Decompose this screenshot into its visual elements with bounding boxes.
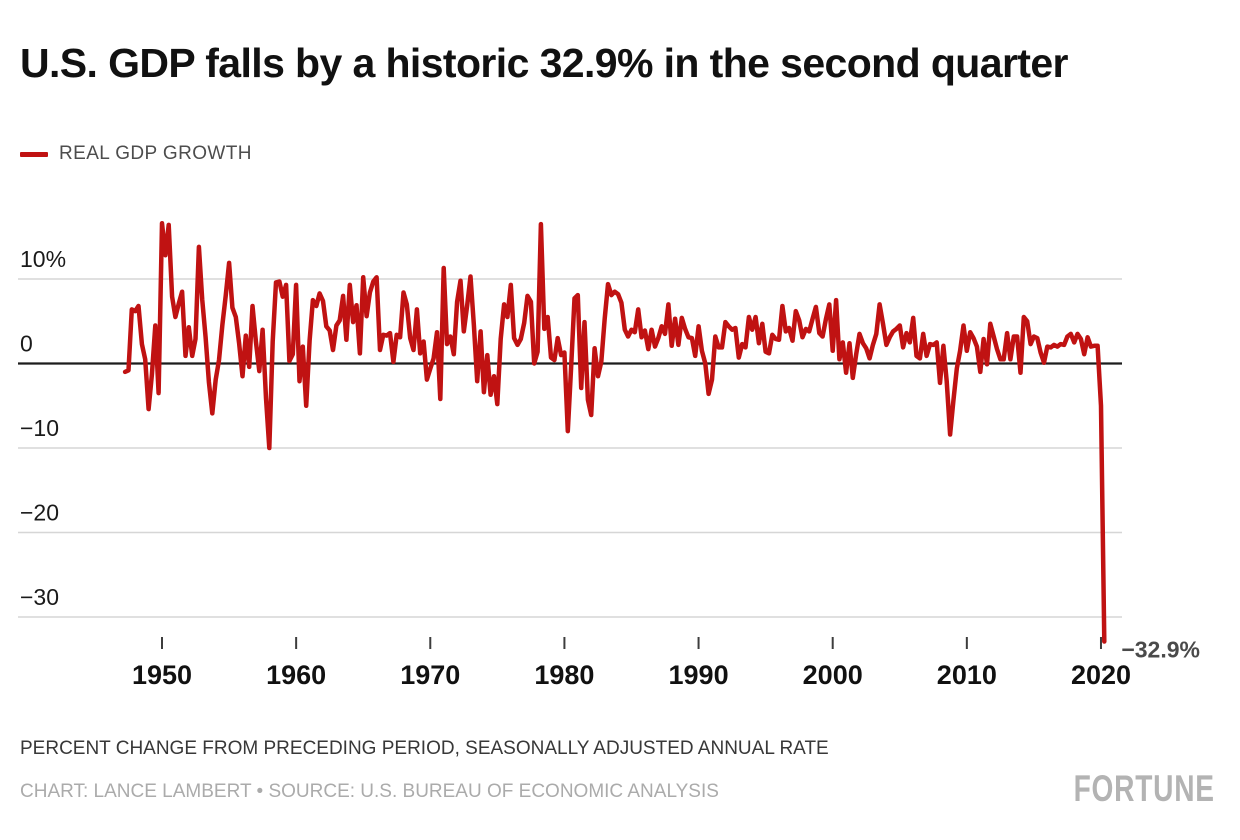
x-axis-label: 1990 bbox=[669, 660, 729, 690]
y-axis-label: −30 bbox=[20, 584, 59, 610]
y-axis-label: 10% bbox=[20, 246, 66, 272]
x-axis-label: 1960 bbox=[266, 660, 326, 690]
y-axis-label: −20 bbox=[20, 500, 59, 526]
x-axis-label: 2000 bbox=[803, 660, 863, 690]
y-axis-label: −10 bbox=[20, 415, 59, 441]
real-gdp-growth-line bbox=[122, 220, 1107, 644]
chart-title: U.S. GDP falls by a historic 32.9% in th… bbox=[20, 40, 1069, 87]
x-axis-label: 1970 bbox=[400, 660, 460, 690]
legend-label: REAL GDP GROWTH bbox=[59, 143, 252, 164]
chart-credit: CHART: LANCE LAMBERT • SOURCE: U.S. BURE… bbox=[20, 781, 719, 802]
x-axis-label: 2020 bbox=[1071, 660, 1131, 690]
final-value-annotation: −32.9% bbox=[1121, 637, 1200, 663]
chart-note: PERCENT CHANGE FROM PRECEDING PERIOD, SE… bbox=[20, 738, 829, 759]
x-axis-label: 1950 bbox=[132, 660, 192, 690]
fortune-logo: FORTUNE bbox=[1073, 768, 1215, 809]
legend-line-swatch-icon bbox=[20, 151, 48, 157]
x-axis-label: 2010 bbox=[937, 660, 997, 690]
legend: REAL GDP GROWTH bbox=[20, 143, 252, 165]
x-axis-label: 1980 bbox=[534, 660, 594, 690]
y-axis-label: 0 bbox=[20, 331, 33, 357]
